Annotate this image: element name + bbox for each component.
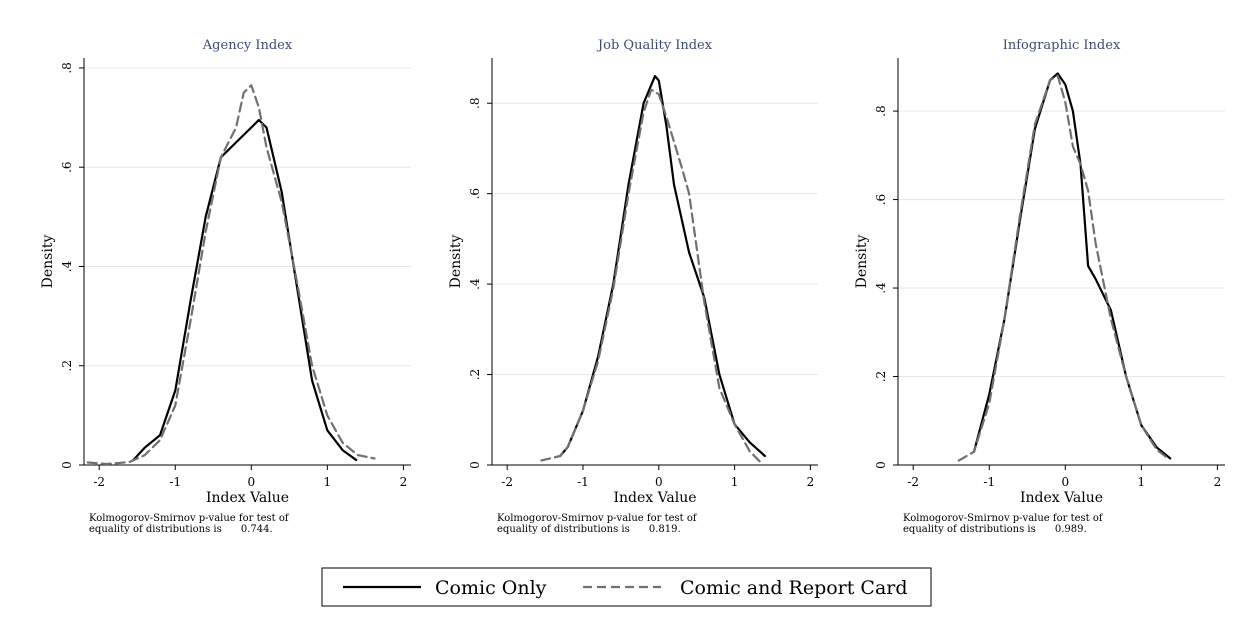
legend-label-comic-report-card: Comic and Report Card [680, 577, 908, 599]
x-axis-label: Index Value [613, 490, 696, 506]
x-tick-label: 0 [247, 475, 255, 489]
y-tick-label: .4 [468, 278, 482, 290]
y-tick-label: .8 [874, 105, 888, 116]
y-tick-label: .2 [468, 369, 482, 380]
ks-test-note: Kolmogorov-Smirnov p-value for test of [497, 513, 698, 524]
x-tick-label: -2 [907, 475, 919, 489]
x-tick-label: -1 [983, 475, 995, 489]
ks-test-note: equality of distributions is 0.744. [89, 524, 273, 535]
x-tick-label: 0 [1061, 475, 1069, 489]
series-comic-only-line [559, 74, 767, 458]
x-axis-label: Index Value [206, 490, 289, 506]
series-comic-report-card-line [86, 84, 376, 466]
x-tick-label: 2 [400, 475, 408, 489]
y-tick-label: .2 [874, 371, 888, 382]
x-tick-label: 0 [655, 475, 663, 489]
x-tick-label: 1 [731, 475, 739, 489]
y-axis-label: Density [40, 235, 56, 289]
y-tick-label: .8 [60, 62, 74, 73]
y-tick-label: .8 [468, 97, 482, 108]
x-tick-label: 1 [324, 475, 332, 489]
y-tick-label: .4 [874, 282, 888, 294]
y-axis-label: Density [854, 235, 870, 289]
y-tick-label: .6 [60, 161, 74, 172]
x-tick-label: -2 [501, 475, 513, 489]
x-tick-label: -1 [169, 475, 181, 489]
panel-title: Agency Index [202, 38, 293, 53]
y-tick-label: 0 [874, 461, 888, 469]
y-axis-label: Density [448, 235, 464, 289]
legend: Comic Only Comic and Report Card [321, 567, 932, 607]
x-tick-label: 2 [1214, 475, 1222, 489]
x-tick-label: -2 [93, 475, 105, 489]
y-tick-label: 0 [468, 461, 482, 469]
x-tick-label: -1 [577, 475, 589, 489]
y-tick-label: .2 [60, 360, 74, 371]
y-tick-label: .6 [468, 188, 482, 199]
panel-title: Job Quality Index [596, 38, 713, 53]
panel-1: 0 .2 .4 .6 .8 -2 -1 0 1 2 Agency Index Index Value D… [40, 38, 411, 535]
y-tick-label: .6 [874, 194, 888, 205]
series-comic-only-line [132, 118, 358, 462]
series-comic-report-card-line [540, 88, 763, 464]
x-tick-label: 2 [807, 475, 815, 489]
series-comic-report-card-line [957, 74, 1170, 462]
legend-label-comic-only: Comic Only [435, 577, 547, 599]
panel-3: 0 .2 .4 .6 .8 -2 -1 0 1 2 Infographic Index Index V… [854, 38, 1225, 535]
x-tick-label: 1 [1138, 475, 1146, 489]
y-tick-label: 0 [60, 461, 74, 469]
ks-test-note: equality of distributions is 0.819. [497, 524, 681, 535]
series-comic-only-line [972, 72, 1172, 460]
panel-2: 0 .2 .4 .6 .8 -2 -1 0 1 2 Job Quality Index Index V… [448, 38, 818, 535]
panel-title: Infographic Index [1003, 38, 1121, 53]
ks-test-note: Kolmogorov-Smirnov p-value for test of [89, 513, 290, 524]
y-tick-label: .4 [60, 260, 74, 272]
ks-test-note: Kolmogorov-Smirnov p-value for test of [903, 513, 1104, 524]
x-axis-label: Index Value [1020, 490, 1103, 506]
ks-test-note: equality of distributions is 0.989. [903, 524, 1087, 535]
